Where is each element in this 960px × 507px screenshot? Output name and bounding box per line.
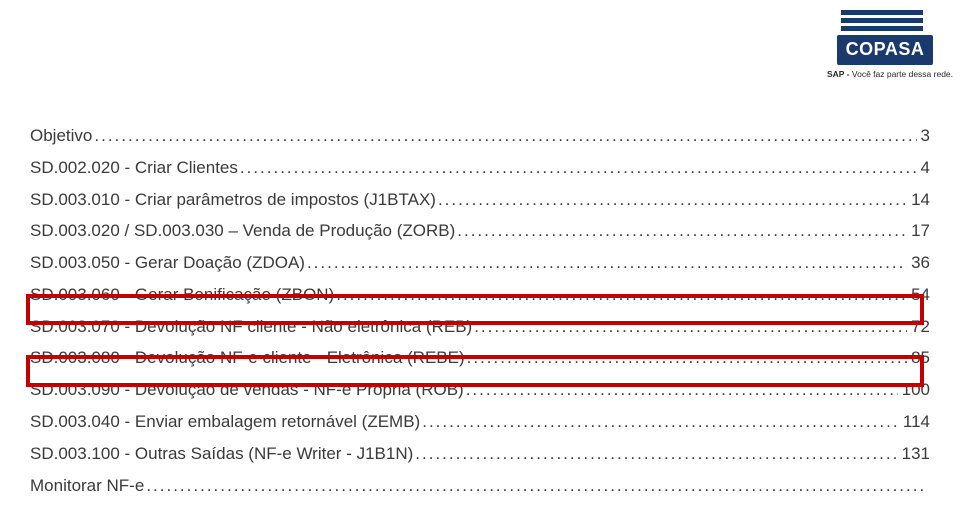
highlight-box <box>26 355 924 387</box>
toc-row: SD.003.100 - Outras Saídas (NF-e Writer … <box>30 444 930 464</box>
toc-page: 17 <box>909 221 930 241</box>
toc-leader-dots <box>457 221 907 241</box>
toc-row: SD.003.040 - Enviar embalagem retornável… <box>30 412 930 432</box>
toc-page: 36 <box>909 253 930 273</box>
brand-logo: COPASA SAP - Você faz parte dessa rede. <box>827 10 942 79</box>
logo-bar <box>841 18 923 23</box>
toc-leader-dots <box>240 158 917 178</box>
logo-caption: SAP - Você faz parte dessa rede. <box>827 69 942 79</box>
toc-label: Objetivo <box>30 126 92 146</box>
toc-page: 131 <box>900 444 930 464</box>
toc-page: 4 <box>919 158 930 178</box>
toc-label: SD.003.040 - Enviar embalagem retornável… <box>30 412 420 432</box>
toc-row: SD.003.050 - Gerar Doação (ZDOA) 36 <box>30 253 930 273</box>
toc-row: SD.002.020 - Criar Clientes 4 <box>30 158 930 178</box>
toc-label: SD.003.010 - Criar parâmetros de imposto… <box>30 190 436 210</box>
toc-row: SD.003.020 / SD.003.030 – Venda de Produ… <box>30 221 930 241</box>
toc-label: SD.003.020 / SD.003.030 – Venda de Produ… <box>30 221 455 241</box>
toc-page: 3 <box>919 126 930 146</box>
logo-bar <box>841 10 923 15</box>
logo-caption-prefix: SAP - <box>827 69 852 79</box>
logo-bar <box>841 26 923 31</box>
toc-leader-dots <box>94 126 916 146</box>
toc-leader-dots <box>422 412 899 432</box>
toc-page: 114 <box>901 412 930 432</box>
highlight-box <box>26 294 924 325</box>
toc-row: Objetivo 3 <box>30 126 930 146</box>
toc-page: 14 <box>909 190 930 210</box>
toc-label: Monitorar NF-e <box>30 476 144 496</box>
toc-leader-dots <box>415 444 897 464</box>
toc-label: SD.003.100 - Outras Saídas (NF-e Writer … <box>30 444 413 464</box>
logo-bars <box>827 10 942 31</box>
toc-row: SD.003.010 - Criar parâmetros de imposto… <box>30 190 930 210</box>
toc-leader-dots <box>146 476 926 496</box>
logo-caption-rest: Você faz parte dessa rede. <box>852 69 953 79</box>
toc-row: Monitorar NF-e <box>30 476 930 496</box>
logo-text: COPASA <box>837 35 933 65</box>
toc-leader-dots <box>307 253 907 273</box>
toc-leader-dots <box>438 190 907 210</box>
toc-label: SD.002.020 - Criar Clientes <box>30 158 238 178</box>
toc-label: SD.003.050 - Gerar Doação (ZDOA) <box>30 253 305 273</box>
